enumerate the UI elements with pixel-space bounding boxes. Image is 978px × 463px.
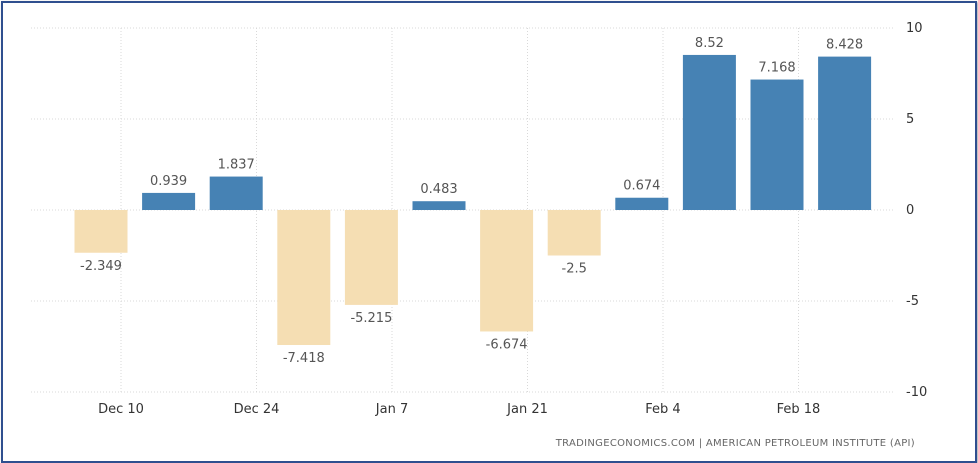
bar[interactable]	[209, 176, 263, 210]
bar[interactable]	[682, 54, 736, 210]
x-tick-label: Dec 10	[98, 402, 144, 417]
bar-value-label: -6.674	[486, 337, 528, 352]
y-tick-label: 10	[906, 21, 923, 36]
x-axis-ticks: Dec 10 Dec 24 Jan 7 Jan 21 Feb 4 Feb 18	[98, 402, 820, 417]
x-tick-label: Dec 24	[234, 402, 280, 417]
bar-value-label: -2.349	[80, 259, 122, 274]
bar-value-label: 8.428	[826, 38, 863, 53]
x-tick-label: Jan 7	[375, 402, 408, 417]
bar[interactable]	[412, 201, 466, 210]
bar-value-label: 0.483	[420, 182, 457, 197]
bar[interactable]	[615, 197, 669, 210]
bar-value-label: 0.674	[623, 179, 660, 194]
source-credit: TRADINGECONOMICS.COM | AMERICAN PETROLEU…	[555, 438, 915, 449]
bar-value-label: 7.168	[758, 61, 795, 76]
bar-value-label: 0.939	[150, 174, 187, 189]
x-tick-label: Feb 18	[777, 402, 821, 417]
bar-chart: -2.349 0.939 1.837 -7.418 -5.215 0.483 -6.674 -…	[31, 21, 927, 449]
bar-value-label: -2.5	[562, 262, 587, 277]
bar[interactable]	[344, 210, 398, 305]
bar-value-label: -7.418	[283, 351, 325, 366]
y-axis-ticks: 10 5 0 -5 -10	[906, 21, 927, 400]
bar[interactable]	[547, 210, 601, 256]
bar[interactable]	[480, 210, 534, 332]
bar[interactable]	[818, 56, 872, 211]
bar-value-label: 1.837	[218, 158, 255, 173]
bars	[74, 54, 872, 346]
y-tick-label: 0	[906, 203, 914, 218]
bar-value-label: -5.215	[350, 311, 392, 326]
bar[interactable]	[74, 210, 128, 253]
bar[interactable]	[277, 210, 331, 346]
y-tick-label: 5	[906, 112, 914, 127]
y-tick-label: -10	[906, 385, 927, 400]
bar[interactable]	[750, 79, 804, 211]
bar[interactable]	[142, 192, 196, 210]
y-tick-label: -5	[906, 294, 919, 309]
x-tick-label: Feb 4	[645, 402, 680, 417]
x-tick-label: Jan 21	[506, 402, 548, 417]
data-labels: -2.349 0.939 1.837 -7.418 -5.215 0.483 -6.674 -…	[80, 36, 863, 366]
bar-value-label: 8.52	[695, 36, 724, 51]
